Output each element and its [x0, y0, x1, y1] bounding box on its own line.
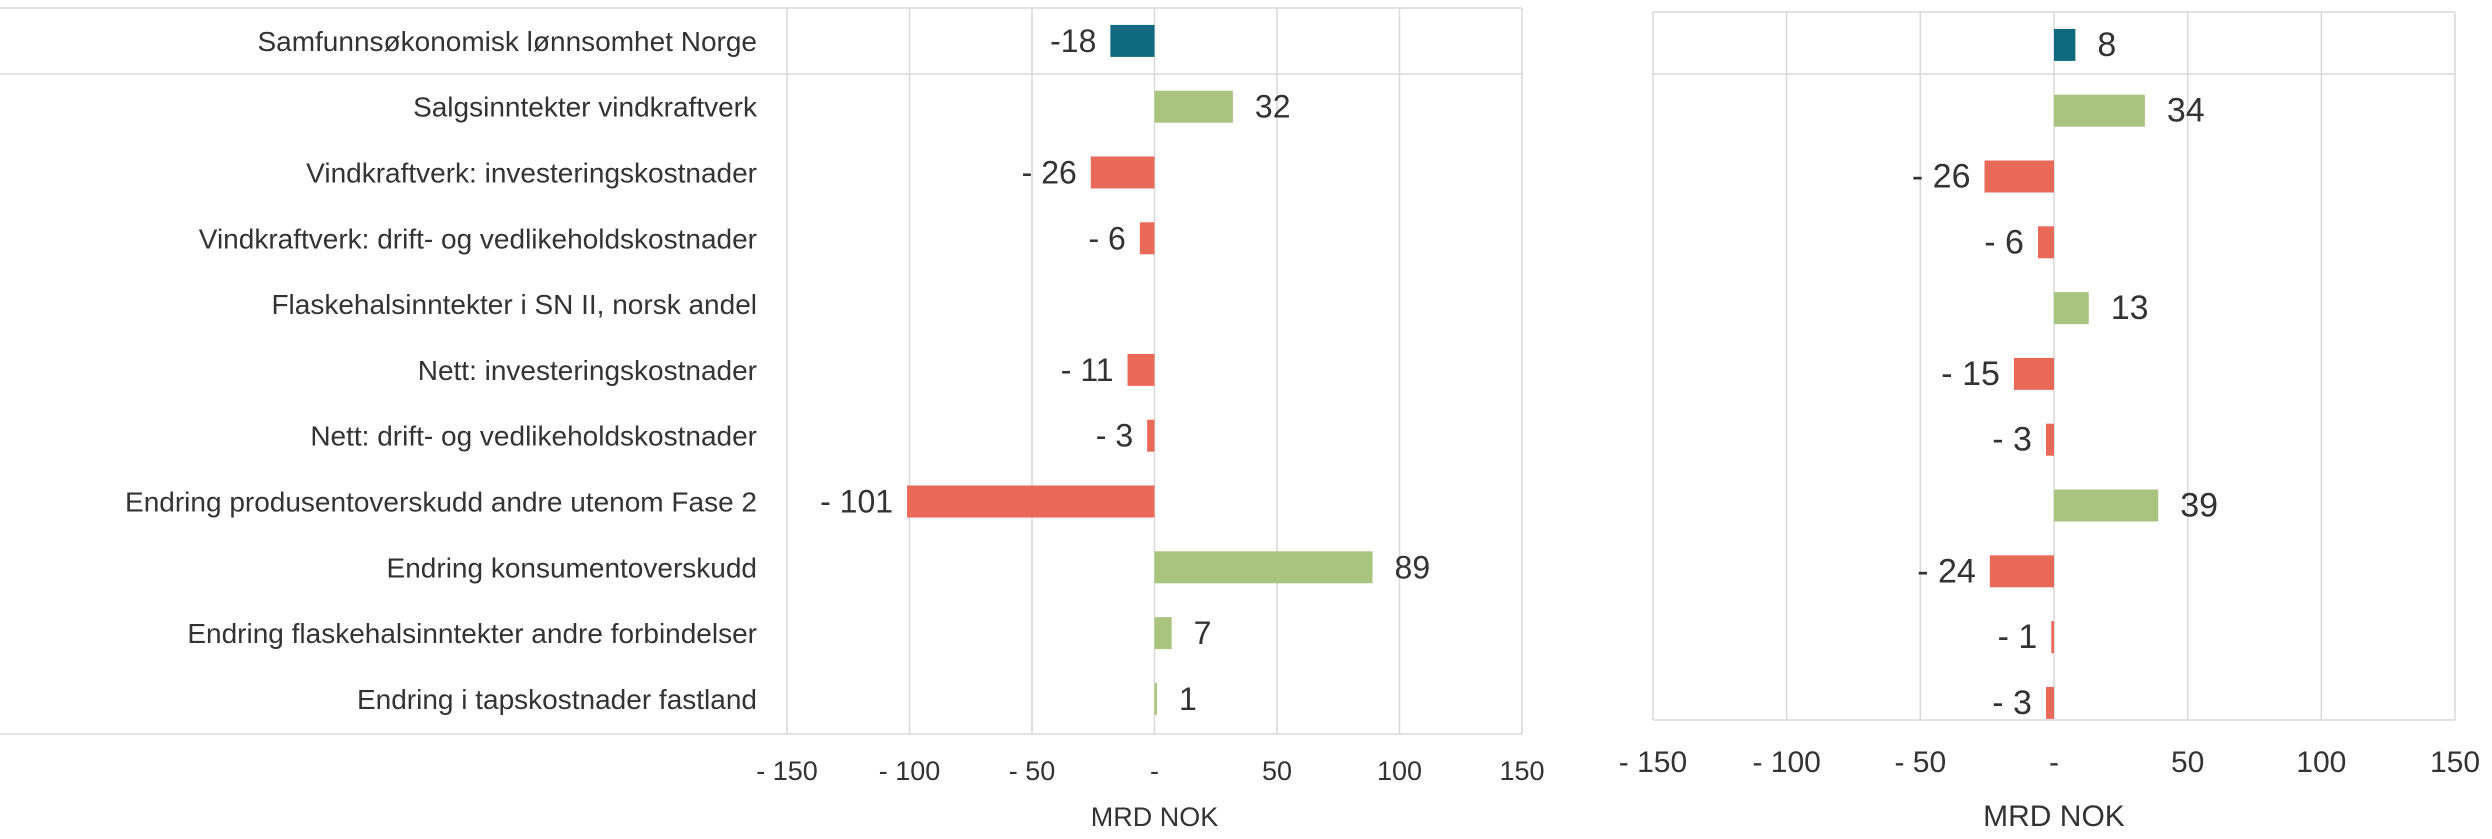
data-label: - 24: [1917, 552, 1976, 590]
bar: [1139, 222, 1155, 255]
x-tick-label: 100: [1377, 756, 1422, 786]
x-tick-label: 150: [1499, 756, 1544, 786]
x-tick-label: - 150: [756, 756, 818, 786]
data-label: - 1: [1998, 618, 2038, 656]
data-label: - 3: [1992, 421, 2032, 459]
x-tick-label: - 50: [1009, 756, 1056, 786]
bar: [1154, 617, 1172, 650]
data-label: 8: [2097, 26, 2116, 64]
x-tick-label: -: [2049, 746, 2059, 779]
data-label: 7: [1194, 615, 1212, 651]
x-tick-label: -: [1150, 756, 1159, 786]
data-label: - 3: [1096, 418, 1133, 454]
bar: [1989, 555, 2054, 588]
data-label: 13: [2111, 289, 2149, 327]
data-label: - 6: [1088, 220, 1125, 256]
data-label: - 26: [1022, 155, 1077, 191]
data-label: - 6: [1984, 223, 2024, 261]
category-label: Endring i tapskostnader fastland: [357, 684, 757, 715]
bar: [2054, 489, 2159, 522]
data-label: 39: [2180, 487, 2218, 525]
data-label: - 26: [1912, 158, 1971, 196]
bar: [2054, 28, 2076, 61]
category-label: Endring produsentoverskudd andre utenom …: [125, 487, 757, 518]
x-tick-label: 100: [2296, 746, 2346, 779]
data-label: - 101: [820, 484, 893, 520]
data-label: - 15: [1941, 355, 2000, 393]
category-label: Flaskehalsinntekter i SN II, norsk andel: [271, 289, 757, 320]
data-label: - 11: [1061, 352, 1114, 388]
bar: [2037, 226, 2054, 259]
category-label: Samfunnsøkonomisk lønnsomhet Norge: [257, 26, 757, 57]
bar: [1110, 24, 1155, 57]
bar: [2045, 686, 2054, 719]
category-label: Endring konsumentoverskudd: [387, 552, 757, 583]
bar: [2013, 357, 2054, 390]
left-chart-panel: Samfunnsøkonomisk lønnsomhet Norge Salgsi…: [0, 7, 1545, 832]
x-tick-label: - 50: [1894, 746, 1946, 779]
bar: [1154, 682, 1157, 715]
x-axis-title: MRD NOK: [1983, 800, 2125, 833]
bar: [1147, 419, 1155, 452]
bar: [2054, 292, 2089, 325]
category-label: Vindkraftverk: investeringskostnader: [306, 158, 757, 189]
bar: [1984, 160, 2054, 193]
x-tick-label: 150: [2430, 746, 2480, 779]
x-tick-label: - 100: [1752, 746, 1820, 779]
bar: [1154, 551, 1373, 584]
bar: [907, 485, 1155, 518]
data-label: 89: [1395, 549, 1431, 585]
category-label: Nett: investeringskostnader: [418, 355, 757, 386]
x-axis-title: MRD NOK: [1091, 802, 1219, 832]
bar: [2045, 423, 2054, 456]
x-tick-label: 50: [1262, 756, 1292, 786]
bar: [1154, 90, 1233, 123]
bar: [2051, 621, 2054, 654]
data-label: 1: [1179, 681, 1197, 717]
category-label: Nett: drift- og vedlikeholdskostnader: [310, 421, 757, 452]
x-tick-label: - 150: [1619, 746, 1687, 779]
data-label: 32: [1255, 89, 1291, 125]
right-chart-panel: 834- 26- 613- 15- 339- 24- 1- 3- 150- 10…: [1619, 11, 2480, 833]
data-label: - 3: [1992, 684, 2032, 722]
x-tick-label: 50: [2171, 746, 2204, 779]
category-label: Salgsinntekter vindkraftverk: [413, 92, 758, 123]
bar: [2054, 94, 2145, 127]
category-label: Endring flaskehalsinntekter andre forbin…: [187, 618, 757, 649]
bar: [1127, 353, 1155, 386]
category-label: Vindkraftverk: drift- og vedlikeholdskos…: [199, 223, 757, 254]
x-tick-label: - 100: [879, 756, 941, 786]
data-label: -18: [1050, 23, 1096, 59]
data-label: 34: [2167, 92, 2205, 130]
bar: [1090, 156, 1155, 189]
